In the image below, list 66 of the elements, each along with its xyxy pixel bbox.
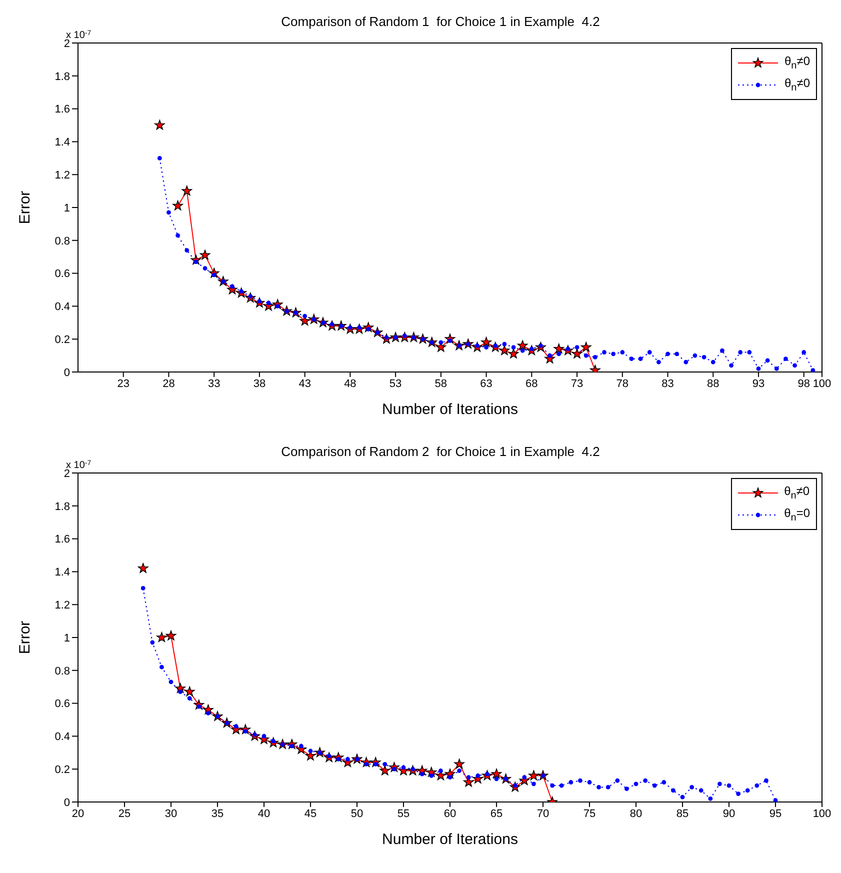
y-tick-label: 1 bbox=[64, 202, 70, 214]
legend-label: θ$_{n}$≠0 bbox=[784, 76, 810, 94]
x-tick-label: 45 bbox=[304, 808, 317, 820]
x-tick-label: 95 bbox=[769, 808, 782, 820]
y-tick-label: 1.8 bbox=[54, 70, 70, 83]
x-axis-title: Number of Iterations bbox=[382, 831, 518, 848]
x-tick-label: 100 bbox=[812, 808, 832, 820]
x-tick-label: 65 bbox=[490, 808, 503, 820]
x-tick-label: 63 bbox=[480, 378, 492, 390]
y-tick-label: 1.2 bbox=[54, 600, 70, 612]
x-tick-label: 33 bbox=[208, 378, 220, 390]
y-tick-label: 0.6 bbox=[54, 268, 70, 280]
x-tick-label: 38 bbox=[253, 378, 266, 390]
y-tick-label: 0.8 bbox=[54, 235, 70, 248]
y-tick-label: 1 bbox=[64, 632, 70, 644]
legend-label: θ$_{n}$≠0 bbox=[784, 54, 810, 72]
x-tick-label: 55 bbox=[397, 808, 410, 820]
x-tick-label: 20 bbox=[72, 808, 84, 820]
x-tick-label: 78 bbox=[616, 378, 629, 390]
x-tick-label: 88 bbox=[706, 378, 720, 390]
x-tick-label: 53 bbox=[389, 378, 402, 390]
y-tick-label: 0.6 bbox=[54, 698, 70, 710]
y-tick-label: 0.4 bbox=[54, 731, 70, 744]
x-tick-label: 100 bbox=[812, 378, 832, 390]
x-tick-label: 85 bbox=[676, 808, 689, 820]
y-tick-label: 0.2 bbox=[54, 334, 70, 346]
x-tick-label: 83 bbox=[662, 378, 674, 390]
x-tick-label: 40 bbox=[258, 808, 270, 820]
x-tick-label: 23 bbox=[117, 378, 130, 390]
y-tick-label: 0.8 bbox=[54, 665, 70, 678]
x-axis-title: Number of Iterations bbox=[382, 401, 518, 418]
y-tick-label: 0.4 bbox=[54, 301, 70, 314]
x-tick-label: 80 bbox=[630, 808, 642, 820]
x-tick-label: 93 bbox=[752, 378, 765, 390]
y-axis-title: Error bbox=[16, 190, 34, 224]
x-tick-label: 90 bbox=[722, 808, 736, 820]
chart-title: Comparison of Random 1 for Choice 1 in Example 4.2 bbox=[281, 14, 600, 29]
y-tick-label: 1.4 bbox=[54, 566, 70, 579]
chart-title: Comparison of Random 2 for Choice 1 in Example 4.2 bbox=[281, 444, 600, 459]
x-tick-label: 48 bbox=[344, 378, 356, 390]
x-tick-label: 68 bbox=[526, 378, 538, 390]
x-tick-label: 30 bbox=[164, 808, 178, 820]
x-tick-label: 73 bbox=[570, 378, 584, 390]
y-tick-label: 1.2 bbox=[54, 170, 70, 182]
x-tick-label: 75 bbox=[583, 808, 596, 820]
x-tick-label: 70 bbox=[536, 808, 550, 820]
x-tick-label: 50 bbox=[350, 808, 364, 820]
y-tick-label: 1.4 bbox=[54, 136, 70, 149]
x-tick-label: 60 bbox=[444, 808, 456, 820]
y-tick-label: 0 bbox=[64, 366, 70, 379]
y-tick-label: 0.2 bbox=[54, 764, 70, 776]
y-axis-title: Error bbox=[16, 620, 34, 654]
y-tick-label: 1.6 bbox=[54, 534, 70, 546]
legend-label: θ$_{n}$≠0 bbox=[784, 484, 810, 502]
x-tick-label: 25 bbox=[118, 808, 131, 820]
y-tick-label: 1.6 bbox=[54, 104, 70, 116]
x-tick-label: 43 bbox=[298, 378, 311, 390]
x-tick-label: 98 bbox=[798, 378, 810, 390]
y-tick-label: 0 bbox=[64, 796, 70, 809]
legend-label: θ$_{n}$=0 bbox=[784, 506, 810, 524]
y-tick-label: 2 bbox=[64, 38, 70, 50]
y-tick-label: 1.8 bbox=[54, 500, 70, 513]
x-tick-label: 28 bbox=[162, 378, 175, 390]
y-tick-label: 2 bbox=[64, 468, 70, 480]
x-tick-label: 35 bbox=[211, 808, 224, 820]
x-tick-label: 58 bbox=[434, 378, 448, 390]
